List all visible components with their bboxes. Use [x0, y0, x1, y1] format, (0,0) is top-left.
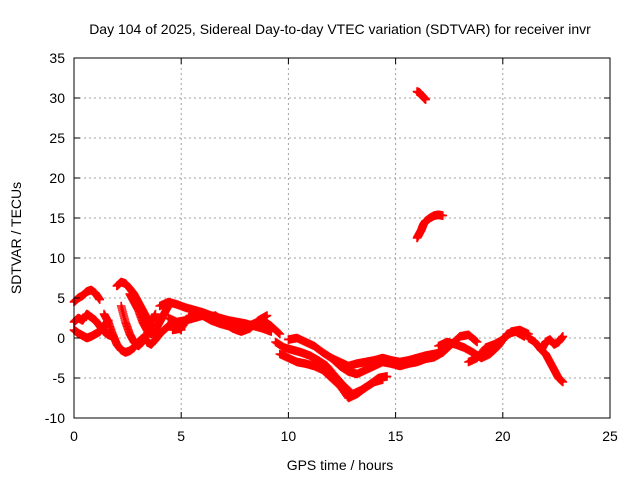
y-tick-label: -5: [53, 370, 66, 386]
data-point: [382, 372, 392, 381]
y-tick-label: 35: [49, 50, 65, 66]
x-tick-label: 0: [70, 428, 78, 444]
data-point: [151, 309, 160, 319]
x-tick-label: 25: [602, 428, 618, 444]
series-track-o: [326, 330, 482, 379]
data-point: [275, 329, 285, 339]
y-tick-label: 30: [49, 90, 65, 106]
series-track-k: [168, 309, 272, 336]
x-tick-label: 10: [281, 428, 297, 444]
series-track-d: [99, 309, 147, 357]
data-point: [421, 95, 430, 104]
data-point: [274, 328, 284, 338]
series-track-m: [275, 349, 388, 403]
x-tick-label: 20: [495, 428, 511, 444]
series-track-s: [532, 332, 568, 355]
data-point: [95, 295, 105, 304]
y-tick-label: 5: [57, 290, 65, 306]
y-tick-label: 15: [49, 210, 65, 226]
y-axis-label: SDTVAR / TECUs: [8, 182, 24, 294]
x-axis-label: GPS time / hours: [287, 457, 394, 473]
x-tick-label: 5: [177, 428, 185, 444]
y-tick-label: -10: [45, 410, 65, 426]
series-track-q: [464, 325, 533, 367]
data-point: [472, 337, 482, 347]
series-track-b: [69, 285, 105, 307]
series-track-u: [412, 210, 448, 243]
y-tick-label: 25: [49, 130, 65, 146]
data-point: [558, 332, 568, 341]
x-tick-label: 15: [388, 428, 404, 444]
y-tick-label: 10: [49, 250, 65, 266]
data-point: [262, 311, 272, 320]
series-track-t: [412, 87, 430, 104]
series-track-g: [125, 289, 173, 339]
data-point: [558, 377, 568, 387]
data-point: [438, 211, 448, 220]
chart-title: Day 104 of 2025, Sidereal Day-to-day VTE…: [89, 21, 591, 37]
data-point: [378, 375, 388, 384]
data-point: [471, 336, 481, 346]
axis-layer: 0 5 10 15 20 25 -10 -5 0 5 10 15 20 25 30 35: [45, 50, 618, 444]
plot-frame: [73, 57, 611, 419]
y-tick-label: 20: [49, 170, 65, 186]
data-layer: [69, 87, 568, 403]
y-tick-label: 0: [57, 330, 65, 346]
